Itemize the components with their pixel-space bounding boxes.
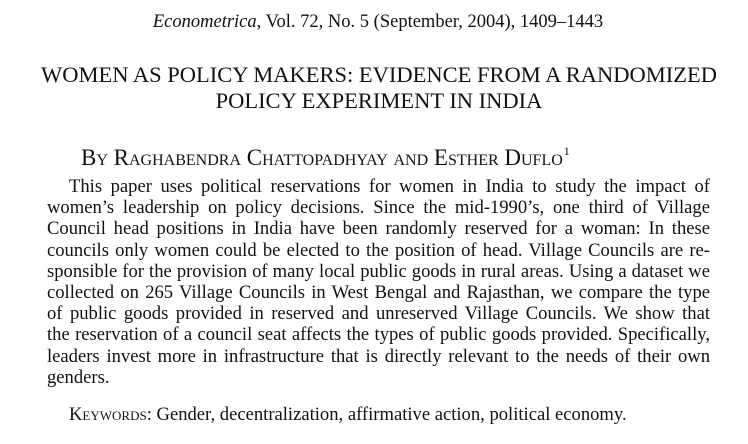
abstract-line: This paper uses political reservations f… — [69, 176, 710, 197]
paper-title-line-1: WOMEN AS POLICY MAKERS: EVIDENCE FROM A … — [40, 62, 718, 87]
keywords-text: Gender, decentralization, affirmative ac… — [151, 404, 627, 425]
paper-title-line-2: POLICY EXPERIMENT IN INDIA — [215, 88, 543, 113]
abstract-line: the reservation of a council seat affect… — [47, 324, 710, 346]
abstract-line: sponsible for the provision of many loca… — [47, 260, 710, 282]
abstract-line: genders. — [47, 366, 110, 388]
abstract: This paper uses political reservations f… — [47, 176, 710, 388]
journal-details: , Vol. 72, No. 5 (September, 2004), 1409… — [256, 12, 604, 32]
footnote-mark: 1 — [563, 144, 570, 158]
abstract-line: Council head positions in India have bee… — [47, 218, 710, 240]
abstract-line: councils only women could be elected to … — [47, 239, 710, 261]
abstract-line: women’s leadership on policy decisions. … — [47, 197, 710, 219]
abstract-line: leaders invest more in infrastructure th… — [47, 345, 710, 367]
journal-name: Econometrica — [152, 12, 257, 32]
keywords-label: Keywords: — [69, 404, 152, 425]
journal-citation-header: Econometrica, Vol. 72, No. 5 (September,… — [0, 10, 748, 34]
abstract-line: of public goods provided in reserved and… — [47, 303, 710, 325]
keywords: Keywords: Gender, decentralization, affi… — [69, 403, 627, 427]
abstract-line: collected on 265 Village Councils in Wes… — [47, 281, 710, 303]
paper-title: WOMEN AS POLICY MAKERS: EVIDENCE FROM A … — [0, 62, 748, 114]
author-byline: By Raghabendra Chattopadhyay and Esther … — [81, 137, 570, 172]
byline-prefix: By — [81, 145, 108, 170]
author-names: Raghabendra Chattopadhyay and Esther Duf… — [113, 145, 563, 170]
